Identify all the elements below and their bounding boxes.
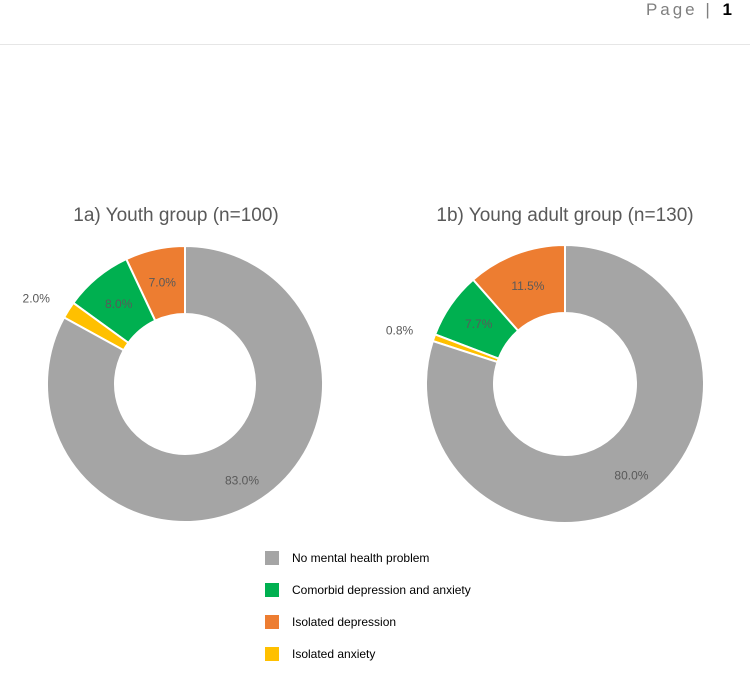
header-divider (0, 44, 750, 45)
slice-label-no-mental-health-problem: 83.0% (225, 473, 259, 487)
legend-item-comorbid-depression-and-anxiety: Comorbid depression and anxiety (265, 578, 471, 602)
slice-label-isolated-depression: 11.5% (511, 279, 544, 293)
donut-chart-1: 1a) Youth group (n=100) 7.0% 8.0% 2.0% 83.0% (23, 205, 324, 523)
slice-label-comorbid-depression-and-anxiety: 8.0% (105, 297, 133, 311)
donut-chart-2: 1b) Young adult group (n=130) 11.5% 7.7% 0.… (386, 205, 705, 524)
chart-title: 1b) Young adult group (n=130) (436, 205, 693, 226)
page-label: Page | 1 (646, 0, 732, 20)
legend-swatch (265, 551, 279, 565)
slice-label-comorbid-depression-and-anxiety: 7.7% (465, 317, 493, 331)
legend-item-no-mental-health-problem: No mental health problem (265, 546, 471, 570)
slice-label-isolated-depression: 7.0% (149, 276, 177, 290)
legend-item-isolated-anxiety: Isolated anxiety (265, 642, 471, 666)
legend-item-isolated-depression: Isolated depression (265, 610, 471, 634)
slice-label-isolated-anxiety: 0.8% (386, 323, 414, 337)
donut-charts: 1a) Youth group (n=100) 7.0% 8.0% 2.0% 83.0%… (23, 205, 705, 524)
slice-no-mental-health-problem (46, 244, 324, 523)
slice-no-mental-health-problem (425, 243, 705, 524)
page-number: 1 (722, 0, 732, 19)
page-separator: | (705, 0, 713, 19)
legend-swatch (265, 647, 279, 661)
chart-title: 1a) Youth group (n=100) (73, 205, 278, 226)
legend-swatch (265, 615, 279, 629)
slice-label-isolated-anxiety: 2.0% (23, 291, 51, 305)
slice-label-no-mental-health-problem: 80.0% (614, 468, 648, 482)
legend-label: Comorbid depression and anxiety (292, 583, 471, 597)
legend-swatch (265, 583, 279, 597)
chart-legend: No mental health problem Comorbid depress… (265, 546, 471, 674)
slice-comorbid-depression-and-anxiety (71, 257, 157, 345)
legend-label: Isolated anxiety (292, 647, 376, 661)
legend-label: Isolated depression (292, 615, 397, 629)
legend-label: No mental health problem (292, 551, 430, 565)
page-word: Page (645, 0, 698, 19)
page-header: Page | 1 (0, 0, 750, 44)
slice-comorbid-depression-and-anxiety (433, 278, 520, 360)
